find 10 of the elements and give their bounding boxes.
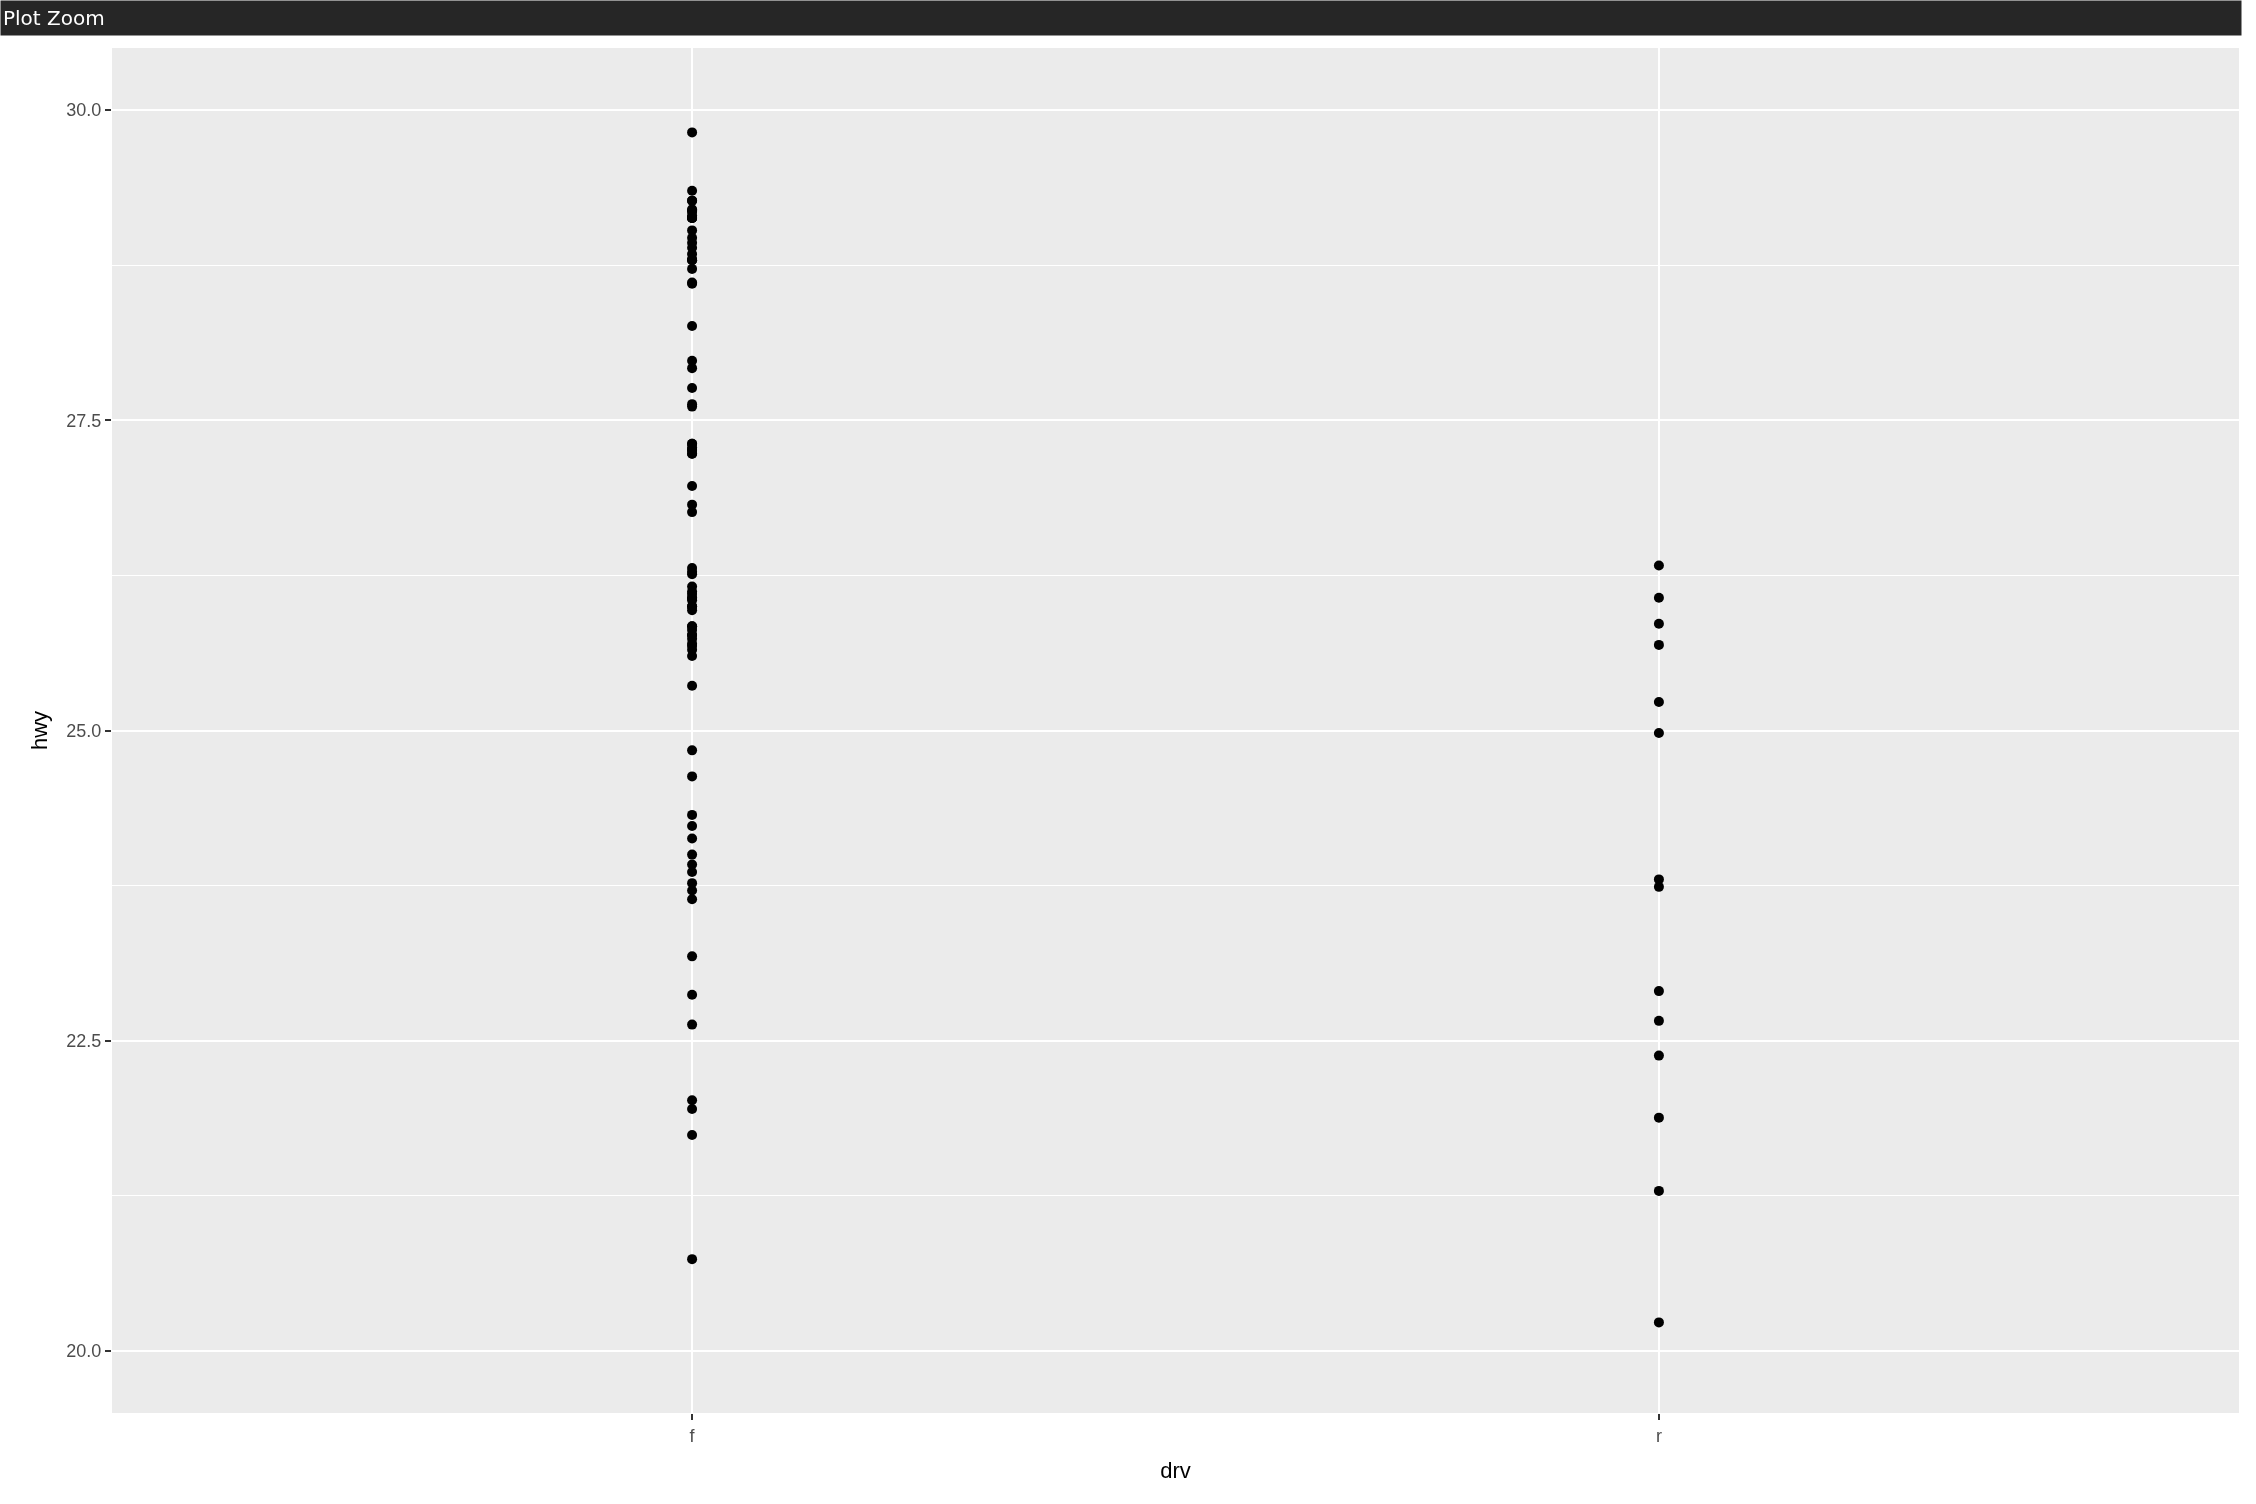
x-tick-label: f — [689, 1425, 696, 1446]
x-axis-title: drv — [1160, 1458, 1191, 1484]
y-axis-title: hwy — [27, 710, 53, 751]
y-tick-label: 25.0 — [66, 720, 102, 741]
y-tick-label: 22.5 — [66, 1031, 102, 1052]
y-tick-label: 20.0 — [66, 1341, 102, 1362]
x-tick-label: r — [1655, 1425, 1662, 1446]
y-tick-label: 30.0 — [66, 100, 102, 121]
y-tick-label: 27.5 — [66, 410, 102, 431]
text: Plot Zoom — [3, 6, 105, 30]
